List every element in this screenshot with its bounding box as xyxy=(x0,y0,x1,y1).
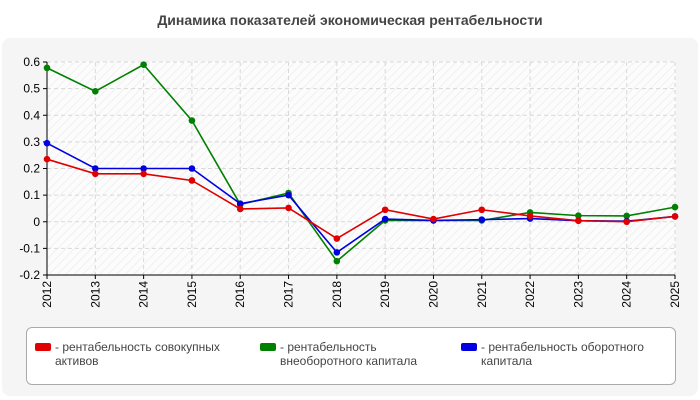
x-tick-label: 2019 xyxy=(378,281,392,308)
data-point-s0-3 xyxy=(188,177,196,184)
data-point-s1-1 xyxy=(92,87,99,95)
data-point-s2-6 xyxy=(333,249,341,256)
x-tick-label: 2017 xyxy=(282,281,296,308)
data-point-s0-12 xyxy=(623,218,630,226)
y-tick-label: 0.6 xyxy=(23,55,40,69)
x-tick-label: 2014 xyxy=(137,281,151,308)
data-point-s2-0 xyxy=(43,139,51,147)
x-tick-label: 2013 xyxy=(88,281,102,308)
x-tick-label: 2022 xyxy=(523,281,537,308)
x-tick-label: 2025 xyxy=(668,281,682,308)
data-point-s1-13 xyxy=(671,203,679,211)
x-tick-label: 2018 xyxy=(330,281,344,308)
data-point-s1-12 xyxy=(623,212,630,220)
data-point-s1-0 xyxy=(43,64,51,72)
data-point-s0-13 xyxy=(671,213,679,220)
data-point-s2-5 xyxy=(285,191,292,199)
x-tick-label: 2021 xyxy=(475,281,489,308)
data-point-s2-7 xyxy=(381,215,389,223)
y-tick-label: 0 xyxy=(33,215,40,229)
legend-label-assets: - рентабельность совокупных активов xyxy=(55,340,220,368)
axes xyxy=(43,61,676,279)
data-point-s1-6 xyxy=(333,257,341,265)
x-tick-labels: 2012 2013 2014 2015 2016 2017 2018 2019 2020 2021… xyxy=(40,281,682,308)
x-tick-label: 2023 xyxy=(571,281,585,308)
data-point-s2-2 xyxy=(140,165,147,172)
y-tick-label: 0.2 xyxy=(23,162,40,176)
x-tick-label: 2016 xyxy=(233,281,247,308)
data-point-s0-7 xyxy=(381,206,389,214)
legend-swatch-current xyxy=(461,343,477,351)
chart-title: Динамика показателей экономическая рента… xyxy=(157,12,543,28)
data-point-s0-10 xyxy=(526,212,534,220)
y-tick-label: 0.3 xyxy=(23,135,40,149)
data-point-s0-9 xyxy=(478,206,486,214)
data-point-s0-5 xyxy=(285,204,292,212)
y-tick-label: 0.5 xyxy=(23,82,40,96)
y-tick-label: 0.4 xyxy=(23,108,40,122)
data-point-s2-4 xyxy=(236,200,244,207)
x-tick-label: 2024 xyxy=(620,281,634,308)
series-line-1 xyxy=(46,63,676,263)
data-point-s2-9 xyxy=(478,216,486,223)
legend-label-noncurrent: - рентабельность внеоборотного капитала xyxy=(280,340,417,368)
data-point-s0-11 xyxy=(575,217,582,224)
data-point-s0-4 xyxy=(236,205,244,213)
y-tick-labels: 0.6 0.5 0.4 0.3 0.2 0.1 0 -0.1 -0.2 xyxy=(19,55,40,282)
data-point-s1-2 xyxy=(140,61,147,68)
data-point-s2-1 xyxy=(92,165,99,172)
data-point-s2-3 xyxy=(188,165,196,172)
data-point-s1-11 xyxy=(575,212,582,219)
data-point-s0-6 xyxy=(333,235,341,242)
data-point-s0-8 xyxy=(430,215,437,223)
y-tick-label: -0.2 xyxy=(19,268,40,282)
data-point-s1-3 xyxy=(188,117,196,124)
series-group xyxy=(43,61,679,265)
y-tick-label: 0.1 xyxy=(23,188,40,202)
x-tick-label: 2020 xyxy=(426,281,440,308)
legend-swatch-assets xyxy=(35,343,51,351)
legend: - рентабельность совокупных активов - ре… xyxy=(26,327,676,385)
data-point-s0-1 xyxy=(92,170,99,178)
data-point-s0-0 xyxy=(43,155,51,163)
y-tick-label: -0.1 xyxy=(19,241,40,255)
legend-swatch-noncurrent xyxy=(260,343,276,351)
data-point-s0-2 xyxy=(140,170,147,178)
series-line-0 xyxy=(46,158,676,240)
legend-label-current: - рентабельность оборотного капитала xyxy=(481,340,644,368)
x-tick-label: 2015 xyxy=(185,281,199,308)
x-tick-label: 2012 xyxy=(40,281,54,308)
